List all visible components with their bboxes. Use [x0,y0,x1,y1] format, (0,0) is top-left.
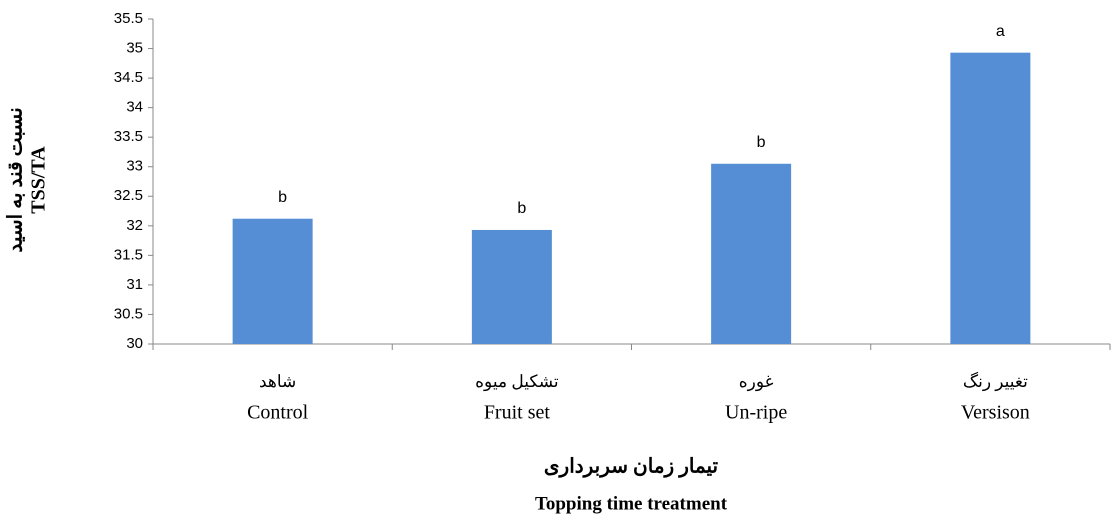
x-tick-label: Control [247,402,309,424]
x-tick-label: Un-ripe [725,402,787,424]
y-tick-label: 30 [126,335,143,352]
y-tick-label: 35 [126,40,143,57]
y-tick-label: 32.5 [114,187,143,204]
x-tick-label-fa: تغییر رنگ [963,371,1028,392]
y-tick-label: 32 [126,217,143,234]
y-axis-title: TSS/TA [28,146,50,214]
bar [711,163,792,344]
bar [232,218,313,344]
bar-annotation: a [996,23,1005,40]
y-tick-label: 34.5 [114,69,143,86]
y-tick-label: 33 [126,158,143,175]
y-tick-label: 35.5 [114,10,143,27]
y-axis-title-fa: نسبت قند به اسید [5,107,27,252]
bar-annotation: b [757,134,766,151]
x-tick-label: Versison [961,402,1030,424]
bar-annotation: b [278,189,287,206]
bar [950,52,1031,344]
x-tick-label-fa: شاهد [259,372,296,391]
x-tick-label: Fruit set [484,402,551,424]
x-axis-title: Topping time treatment [535,493,728,514]
bar-annotation: b [517,200,526,217]
y-tick-label: 31.5 [114,246,143,263]
y-tick-label: 31 [126,276,143,293]
y-tick-label: 34 [126,99,143,116]
x-axis-title-fa: تیمار زمان سربرداری [544,456,719,479]
bar [471,229,552,344]
x-tick-label-fa: غوره [739,372,774,392]
x-tick-label-fa: تشکیل میوه [475,372,559,392]
y-tick-label: 33.5 [114,128,143,145]
y-tick-label: 30.5 [114,305,143,322]
